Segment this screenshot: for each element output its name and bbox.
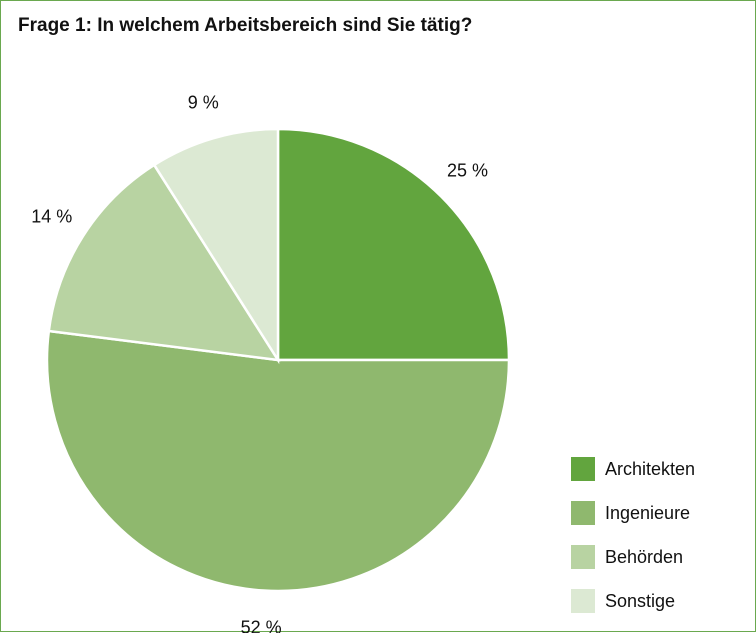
slice-value-label: 14 % (31, 206, 72, 226)
slice-value-label: 9 % (188, 93, 219, 113)
slice-value-label: 25 % (447, 160, 488, 180)
legend-label: Sonstige (605, 590, 676, 611)
slice-value-label: 52 % (241, 617, 282, 633)
legend-item-behoerden: Behörden (571, 545, 695, 569)
pie-slice-sonstige (152, 127, 280, 365)
legend: Architekten Ingenieure Behörden Sonstige (571, 457, 695, 633)
legend-item-architekten: Architekten (571, 457, 695, 481)
pie-slice-behoerden (47, 163, 281, 362)
legend-label: Ingenieure (605, 502, 691, 523)
legend-label: Architekten (605, 458, 696, 479)
legend-item-sonstige: Sonstige (571, 589, 695, 613)
legend-swatch-sonstige (571, 589, 595, 613)
pie-slice-architekten (276, 127, 511, 362)
legend-label: Behörden (605, 546, 684, 567)
legend-swatch-architekten (571, 457, 595, 481)
legend-swatch-ingenieure (571, 501, 595, 525)
legend-item-ingenieure: Ingenieure (571, 501, 695, 525)
chart-title: Frage 1: In welchem Arbeitsbereich sind … (18, 15, 473, 36)
legend-swatch-behoerden (571, 545, 595, 569)
pie-slice-ingenieure (45, 329, 511, 593)
